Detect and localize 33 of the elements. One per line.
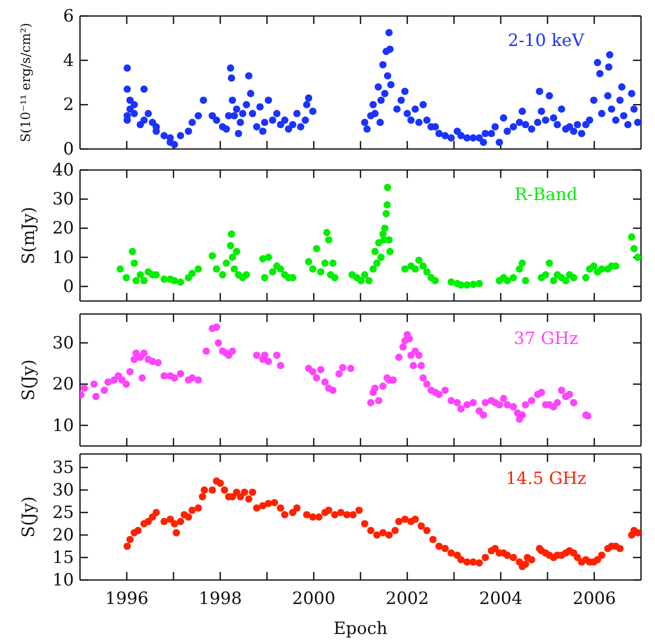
y-tick-label: 30 bbox=[52, 333, 74, 354]
x-tick-label: 2000 bbox=[292, 589, 336, 610]
text: 14.5 GHz bbox=[506, 469, 586, 489]
y-tick-label: 20 bbox=[52, 525, 74, 546]
y-axis-title: S(10⁻¹¹ erg/s/cm²) bbox=[19, 22, 34, 142]
x-tick-label: 2006 bbox=[572, 589, 616, 610]
x-tick-label: 2004 bbox=[479, 589, 522, 610]
y-tick-label: 40 bbox=[52, 160, 74, 180]
y-tick-label: 4 bbox=[63, 50, 74, 71]
y-tick-label: 25 bbox=[52, 502, 74, 523]
text: 37 GHz bbox=[514, 329, 578, 349]
y-tick-label: 30 bbox=[52, 190, 74, 210]
y-tick-label: 0 bbox=[63, 139, 74, 160]
y-axis-title: S(mJy) bbox=[19, 206, 39, 264]
y-tick-label: 15 bbox=[52, 548, 74, 568]
x-tick-label: 1996 bbox=[105, 589, 148, 610]
x-axis-title: Epoch bbox=[334, 619, 388, 639]
y-tick-label: 20 bbox=[52, 374, 74, 395]
text: R-Band bbox=[514, 185, 578, 205]
y-tick-label: 6 bbox=[63, 6, 74, 26]
y-tick-label: 2 bbox=[63, 95, 74, 116]
x-tick-label: 2002 bbox=[386, 589, 429, 610]
y-tick-label: 30 bbox=[52, 480, 74, 500]
y-axis-title: S(Jy) bbox=[19, 496, 39, 538]
y-tick-label: 0 bbox=[63, 276, 74, 297]
series-label: 2-10 keV bbox=[508, 31, 585, 51]
y-tick-label: 35 bbox=[52, 458, 74, 478]
y-axis-title: S(Jy) bbox=[19, 359, 39, 401]
x-tick-label: 1998 bbox=[198, 589, 242, 610]
y-tick-label: 10 bbox=[52, 416, 74, 436]
y-tick-label: 10 bbox=[52, 248, 74, 268]
y-tick-label: 20 bbox=[52, 218, 74, 239]
y-tick-label: 10 bbox=[52, 570, 74, 590]
